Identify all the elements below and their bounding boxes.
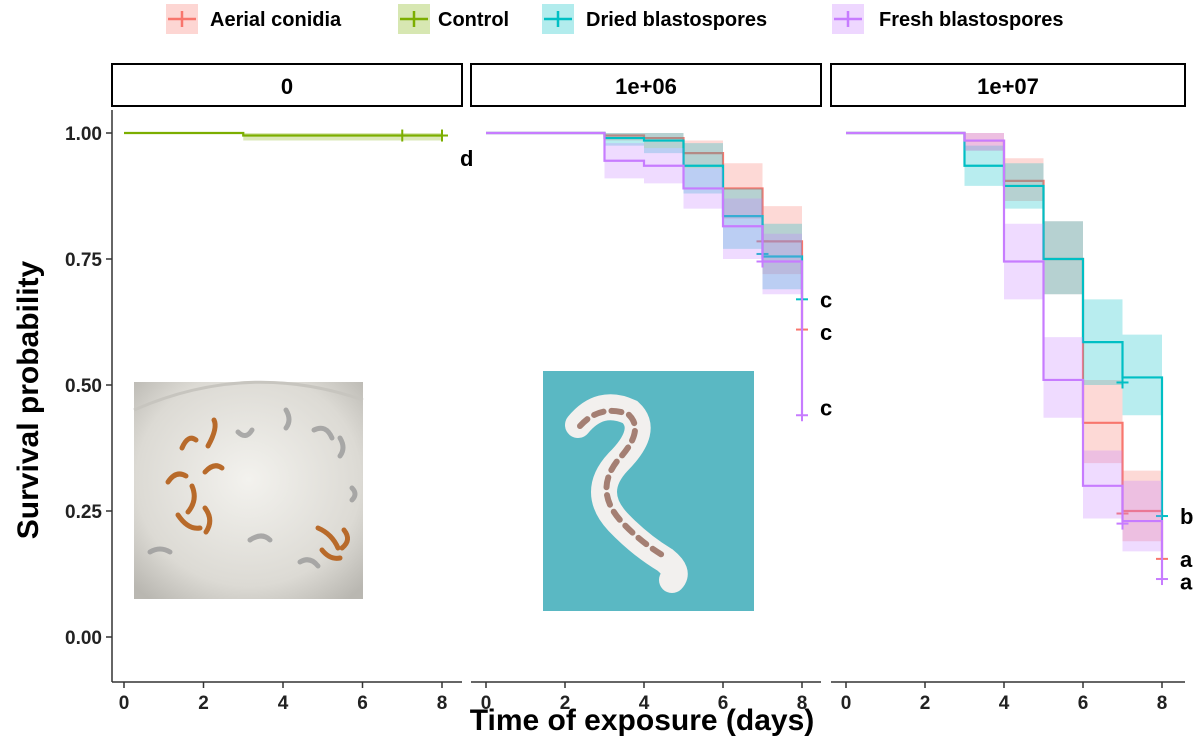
x-tick-label: 2 bbox=[920, 693, 931, 714]
x-axis-panel-0: 0 2 4 6 8 bbox=[112, 681, 462, 714]
x-tick-label: 8 bbox=[797, 693, 808, 714]
x-tick-label: 0 bbox=[481, 693, 492, 714]
x-tick-label: 6 bbox=[1078, 693, 1089, 714]
significance-letter-dried-blastospores: c bbox=[820, 287, 832, 312]
x-tick-label: 4 bbox=[999, 693, 1010, 714]
significance-letter-aerial-conidia: a bbox=[1180, 547, 1193, 572]
y-tick-label: 0.25 bbox=[65, 502, 102, 523]
y-tick-label: 0.50 bbox=[65, 376, 102, 397]
facet-label-2: 1e+07 bbox=[977, 74, 1039, 99]
panel-1-series: ccc bbox=[486, 131, 832, 466]
significance-letter-control: d bbox=[460, 146, 473, 171]
facet-strip-1: 1e+06 bbox=[470, 63, 822, 107]
censor-mark-control bbox=[396, 129, 409, 142]
y-tick-label: 1.00 bbox=[65, 124, 102, 145]
series-fresh-blastospores: a bbox=[846, 131, 1193, 605]
x-tick-label: 2 bbox=[198, 693, 209, 714]
band-aerial-conidia bbox=[846, 133, 1162, 587]
x-tick-label: 8 bbox=[437, 693, 448, 714]
series-dried-blastospores: b bbox=[846, 131, 1193, 552]
legend-label-control: Control bbox=[438, 9, 509, 31]
significance-letter-fresh-blastospores: c bbox=[820, 396, 832, 421]
y-axis-title: Survival probability bbox=[12, 260, 45, 539]
x-tick-label: 6 bbox=[718, 693, 729, 714]
facet-strip-2: 1e+07 bbox=[830, 63, 1186, 107]
facet-label-0: 0 bbox=[281, 74, 293, 99]
censor-mark-fresh-blastospores bbox=[1156, 573, 1168, 586]
band-dried-blastospores bbox=[846, 133, 1162, 552]
mealworm-larvae-photo bbox=[133, 380, 364, 599]
censor-mark-fresh-blastospores bbox=[796, 409, 808, 422]
legend-item-control: Control bbox=[398, 4, 509, 34]
y-axis: 0.00 0.25 0.50 0.75 1.00 bbox=[65, 110, 113, 682]
series-fresh-blastospores: c bbox=[486, 131, 832, 466]
legend: Aerial conidia Control Dried blastospore… bbox=[166, 4, 1064, 34]
y-tick-label: 0.00 bbox=[65, 628, 102, 649]
censor-mark-dried-blastospores bbox=[1116, 376, 1129, 389]
x-tick-label: 8 bbox=[1157, 693, 1168, 714]
infected-larva-photo bbox=[543, 371, 754, 611]
x-axis-panel-2: 0 2 4 6 8 bbox=[831, 681, 1185, 714]
legend-item-dried-blastospores: Dried blastospores bbox=[542, 4, 767, 34]
facet-label-1: 1e+06 bbox=[615, 74, 677, 99]
legend-item-fresh-blastospores: Fresh blastospores bbox=[832, 4, 1064, 34]
x-axes: 0 2 4 6 8 0 2 4 6 8 0 2 4 6 8 bbox=[112, 681, 1185, 714]
y-tick-label: 0.75 bbox=[65, 250, 102, 271]
x-tick-label: 4 bbox=[278, 693, 289, 714]
censor-mark-control bbox=[436, 129, 448, 142]
panel-0-series: d bbox=[124, 129, 473, 171]
panel-2-series: aba bbox=[846, 131, 1193, 605]
x-tick-label: 0 bbox=[119, 693, 130, 714]
legend-label-fresh-blastospores: Fresh blastospores bbox=[879, 9, 1064, 31]
x-axis-title: Time of exposure (days) bbox=[470, 704, 815, 737]
y-ticks: 0.00 0.25 0.50 0.75 1.00 bbox=[65, 124, 112, 649]
legend-label-dried-blastospores: Dried blastospores bbox=[586, 9, 767, 31]
censor-mark-fresh-blastospores bbox=[756, 255, 769, 268]
significance-letter-fresh-blastospores: a bbox=[1180, 570, 1193, 595]
x-axis-panel-1: 0 2 4 6 8 bbox=[471, 681, 821, 714]
series-control: d bbox=[124, 129, 473, 171]
x-tick-label: 2 bbox=[560, 693, 571, 714]
censor-mark-fresh-blastospores bbox=[1116, 517, 1129, 530]
curve-control bbox=[124, 131, 442, 137]
x-tick-label: 0 bbox=[841, 693, 852, 714]
legend-item-aerial-conidia: Aerial conidia bbox=[166, 4, 342, 34]
facet-strip-0: 0 bbox=[111, 63, 463, 107]
x-tick-label: 6 bbox=[357, 693, 368, 714]
significance-letter-dried-blastospores: b bbox=[1180, 504, 1193, 529]
legend-label-aerial-conidia: Aerial conidia bbox=[210, 9, 342, 31]
band-control bbox=[124, 133, 442, 141]
significance-letter-aerial-conidia: c bbox=[820, 320, 832, 345]
x-tick-label: 4 bbox=[639, 693, 650, 714]
